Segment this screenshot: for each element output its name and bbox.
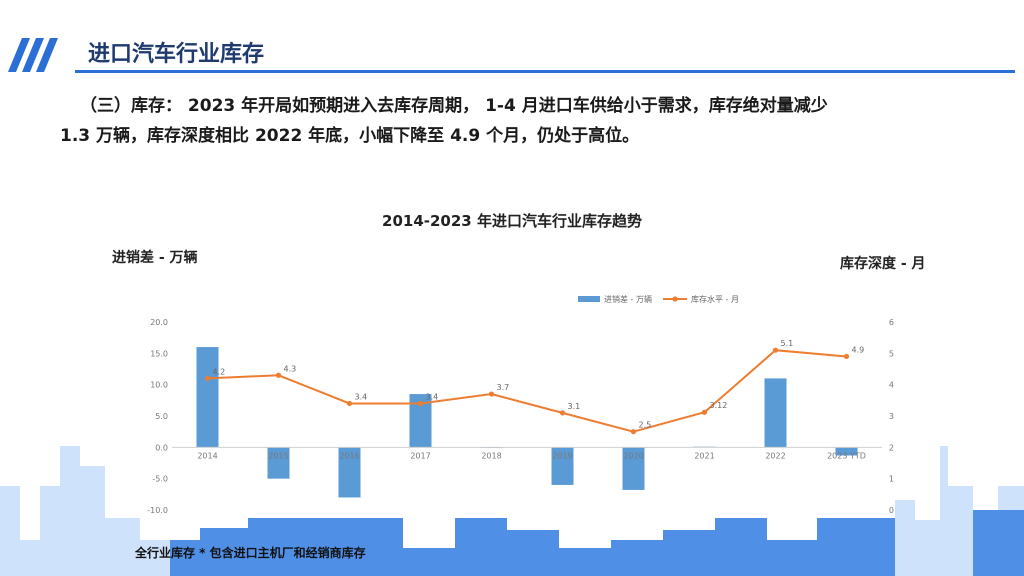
x-tick-label: 2015: [268, 451, 288, 460]
x-tick-label: 2014: [197, 451, 217, 460]
x-tick-label: 2023 YTD: [827, 451, 866, 460]
left-axis-ticks: 20.0 15.0 10.0 5.0 0.0 -5.0 -10.0: [147, 318, 168, 515]
x-axis-labels: 2014 2015 2016 2017 2018 2019 2020 2021 2022 2023…: [197, 451, 866, 460]
right-tick-label: 3: [889, 412, 894, 421]
bar: [764, 378, 787, 448]
footnote: 全行业库存 * 包含进口主机厂和经销商库存: [135, 546, 366, 560]
line-point: [772, 347, 779, 353]
line-data-labels: 4.2 4.3 3.4 3.4 3.7 3.1 2.5 3.12 5.1 4.9: [213, 339, 865, 429]
right-tick-label: 1: [889, 475, 894, 484]
left-tick-label: 0.0: [155, 443, 168, 452]
line-data-label: 3.12: [710, 401, 728, 410]
line-data-label: 4.2: [213, 367, 226, 376]
stripes-logo-icon: [8, 38, 58, 72]
line-series: [204, 347, 850, 435]
left-tick-label: 10.0: [150, 381, 168, 390]
bar: [409, 394, 432, 448]
summary-paragraph: （三）库存： 2023 年开局如预期进入去库存周期， 1-4 月进口车供给小于需…: [60, 92, 1000, 152]
legend-bar-label: 进销差 - 万辆: [604, 294, 652, 304]
line-point: [843, 353, 850, 360]
right-tick-label: 4: [889, 381, 894, 390]
bar: [338, 447, 361, 498]
bar: [267, 447, 290, 479]
chart-title: 2014-2023 年进口汽车行业库存趋势: [382, 212, 642, 230]
x-tick-label: 2022: [765, 451, 785, 460]
bar-series: [196, 347, 858, 498]
summary-line-1: （三）库存： 2023 年开局如预期进入去库存周期， 1-4 月进口车供给小于需…: [80, 96, 828, 116]
x-tick-label: 2017: [410, 451, 430, 460]
line-point: [559, 410, 566, 416]
page-title: 进口汽车行业库存: [88, 42, 265, 67]
bar: [196, 347, 219, 448]
slide-header: 进口汽车行业库存: [0, 30, 1024, 76]
right-tick-label: 6: [889, 318, 894, 327]
line-data-label: 5.1: [781, 339, 794, 348]
bar: [835, 447, 858, 456]
left-tick-label: -10.0: [147, 506, 168, 515]
chart-legend: 进销差 - 万辆 库存水平 - 月: [578, 294, 739, 304]
bar: [551, 447, 574, 485]
line-point: [488, 391, 495, 397]
x-tick-label: 2018: [481, 451, 501, 460]
legend-line-marker: [672, 296, 678, 302]
x-tick-label: 2021: [694, 451, 714, 460]
x-tick-label: 2019: [552, 451, 572, 460]
left-axis-label: 进销差 - 万辆: [112, 250, 198, 266]
line-path: [207, 349, 847, 433]
line-data-label: 4.9: [852, 345, 865, 354]
left-tick-label: 15.0: [150, 349, 168, 358]
line-data-label: 3.4: [426, 392, 439, 401]
line-data-label: 4.3: [284, 364, 297, 373]
right-axis-ticks: 6 5 4 3 2 1 0: [889, 318, 894, 515]
line-data-label: 3.1: [568, 402, 581, 411]
legend-bar-swatch: [578, 296, 600, 302]
right-axis-label: 库存深度 - 月: [840, 256, 926, 272]
left-tick-label: 20.0: [150, 318, 168, 327]
line-data-label: 2.5: [639, 421, 652, 430]
summary-line-2: 1.3 万辆，库存深度相比 2022 年底，小幅下降至 4.9 个月，仍处于高位…: [60, 125, 640, 146]
line-point: [701, 409, 708, 415]
line-point: [630, 429, 637, 435]
right-tick-label: 5: [889, 349, 894, 358]
line-data-label: 3.4: [355, 392, 368, 401]
x-tick-label: 2020: [623, 451, 643, 460]
bar: [622, 447, 645, 490]
line-point: [204, 375, 211, 381]
line-point: [417, 400, 424, 407]
line-point: [275, 372, 282, 378]
left-tick-label: -5.0: [152, 475, 168, 484]
line-point: [346, 400, 353, 407]
right-tick-label: 2: [889, 443, 894, 452]
right-tick-label: 0: [889, 506, 894, 515]
line-data-label: 3.7: [497, 383, 510, 392]
x-tick-label: 2016: [339, 451, 359, 460]
legend-line-label: 库存水平 - 月: [691, 294, 739, 304]
header-divider: [75, 70, 1015, 73]
left-tick-label: 5.0: [155, 412, 168, 421]
